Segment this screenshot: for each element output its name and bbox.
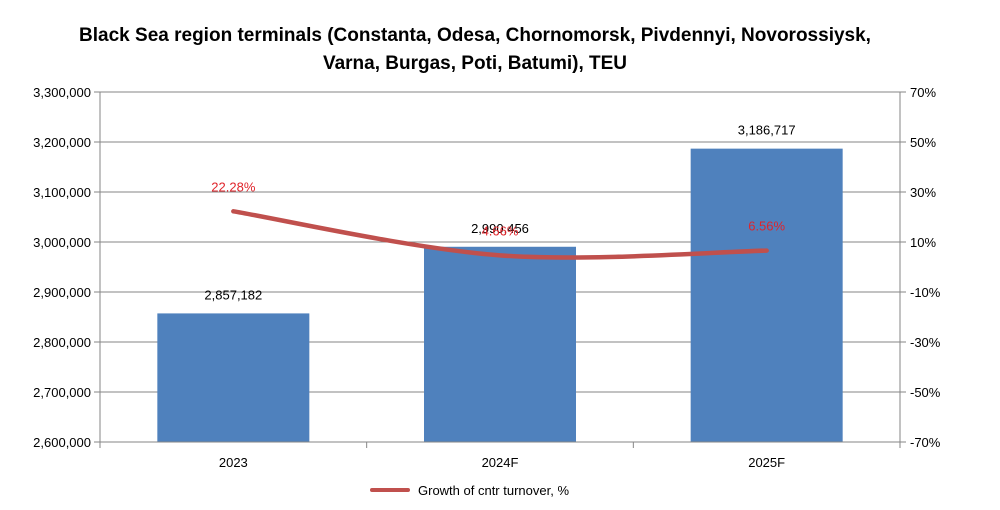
y-right-tick-label: -10%: [910, 285, 941, 300]
growth-point-2024F: [499, 254, 501, 256]
y-right-tick-label: 70%: [910, 85, 936, 100]
growth-value-label: 6.56%: [748, 219, 785, 234]
axes: 2,600,000 2,700,000 2,800,000 2,900,000 3,00…: [33, 85, 941, 470]
x-tick-label: 2025F: [748, 455, 785, 470]
y-right-tick-label: 50%: [910, 135, 936, 150]
legend-label-growth: Growth of cntr turnover, %: [418, 482, 570, 498]
bar-value-label: 3,186,717: [738, 123, 796, 138]
y-left-tick-label: 2,600,000: [33, 435, 91, 450]
growth-point-2023: [232, 210, 234, 212]
bar-2023: [157, 313, 310, 442]
x-tick-label: 2023: [219, 455, 248, 470]
growth-line-series: [231, 209, 769, 260]
growth-value-label: 4.66%: [482, 223, 519, 238]
y-left-tick-label: 3,100,000: [33, 185, 91, 200]
y-left-tick-label: 2,900,000: [33, 285, 91, 300]
legend: Growth of cntr turnover, %: [370, 481, 569, 499]
y-left-tick-label: 2,800,000: [33, 335, 91, 350]
bar-series: [157, 148, 843, 443]
bar-value-label: 2,990,456: [471, 221, 529, 236]
y-left-tick-label: 3,200,000: [33, 135, 91, 150]
chart-title-line-1: Black Sea region terminals (Constanta, O…: [79, 25, 871, 46]
y-right-tick-label: -50%: [910, 385, 941, 400]
bar-2025F: [690, 148, 843, 443]
chart-title-line-2: Varna, Burgas, Poti, Batumi), TEU: [322, 53, 628, 74]
y-right-tick-label: -70%: [910, 435, 941, 450]
growth-point-2025F: [766, 250, 768, 252]
chart-title: Black Sea region terminals (Constanta, O…: [0, 22, 950, 78]
y-left-tick-label: 3,300,000: [33, 85, 91, 100]
legend-swatch-growth: [370, 488, 410, 492]
growth-value-label: 22.28%: [211, 179, 256, 194]
y-right-tick-label: -30%: [910, 335, 941, 350]
y-left-tick-label: 3,000,000: [33, 235, 91, 250]
y-left-tick-label: 2,700,000: [33, 385, 91, 400]
bar-value-label: 2,857,182: [204, 287, 262, 302]
bar-2024F: [424, 246, 576, 442]
y-right-tick-label: 30%: [910, 185, 936, 200]
data-labels: 2,857,182 2,990,456 3,186,717 22.28% 4.66% 6.…: [204, 123, 795, 303]
y-right-tick-label: 10%: [910, 235, 936, 250]
x-tick-label: 2024F: [482, 455, 519, 470]
